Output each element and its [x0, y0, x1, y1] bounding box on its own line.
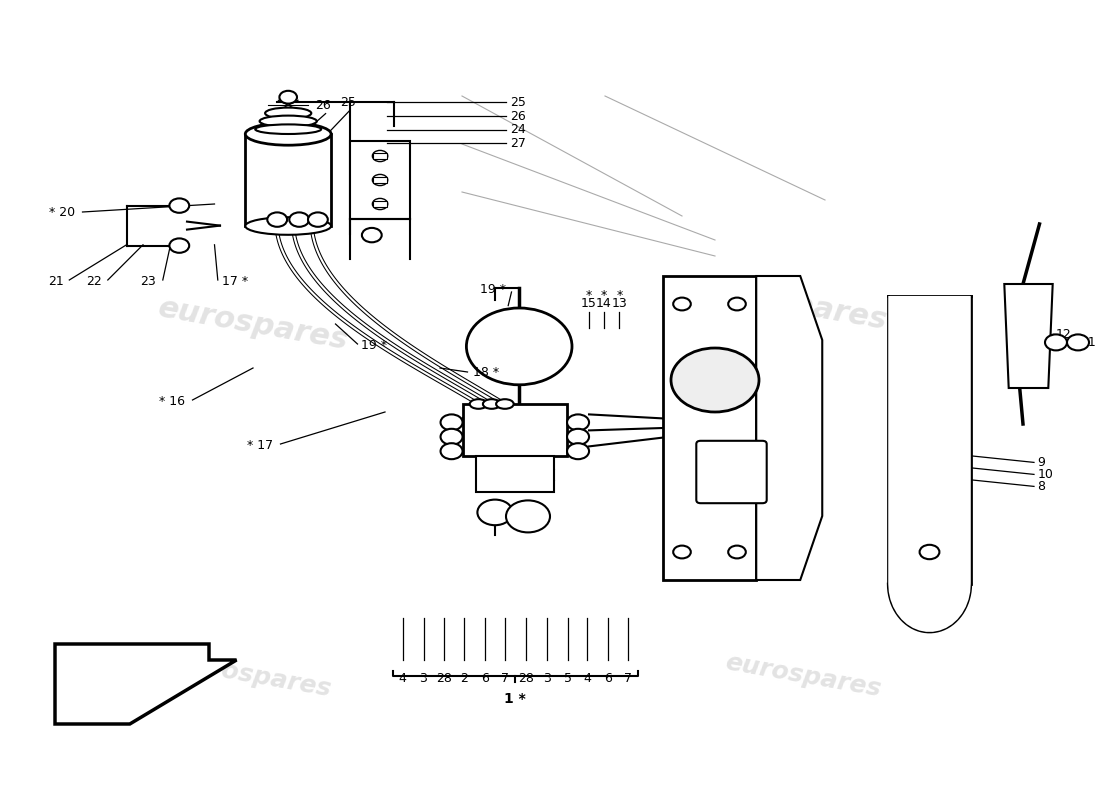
- Text: eurospares: eurospares: [723, 650, 883, 702]
- Text: 25: 25: [340, 96, 355, 109]
- Circle shape: [1067, 334, 1089, 350]
- Text: * 17: * 17: [246, 439, 273, 452]
- Text: * 20: * 20: [48, 206, 75, 218]
- Text: 28: 28: [437, 672, 452, 685]
- Bar: [374, 177, 387, 183]
- Text: 28: 28: [518, 672, 534, 685]
- Circle shape: [440, 443, 462, 459]
- Ellipse shape: [470, 399, 487, 409]
- Circle shape: [671, 348, 759, 412]
- Text: *: *: [585, 290, 592, 302]
- Text: 22: 22: [87, 275, 102, 288]
- Text: 4: 4: [583, 672, 592, 685]
- Text: 18 *: 18 *: [473, 366, 499, 378]
- Text: 24: 24: [510, 123, 526, 136]
- Text: 15: 15: [581, 298, 596, 310]
- Ellipse shape: [483, 399, 500, 409]
- Text: 17 *: 17 *: [222, 275, 249, 288]
- Text: eurospares: eurospares: [694, 273, 890, 335]
- Text: 1 *: 1 *: [504, 692, 526, 706]
- Text: 6: 6: [481, 672, 490, 685]
- Ellipse shape: [308, 212, 328, 227]
- Ellipse shape: [245, 218, 331, 235]
- Text: 8: 8: [1037, 480, 1045, 493]
- Text: 9: 9: [1037, 456, 1045, 469]
- Circle shape: [568, 443, 590, 459]
- Circle shape: [728, 298, 746, 310]
- Circle shape: [568, 414, 590, 430]
- Text: 19 *: 19 *: [361, 339, 387, 352]
- Circle shape: [506, 501, 550, 533]
- Polygon shape: [757, 276, 823, 580]
- Text: 27: 27: [510, 137, 526, 150]
- Circle shape: [568, 429, 590, 445]
- Circle shape: [372, 198, 387, 210]
- Text: 13: 13: [612, 298, 627, 310]
- Circle shape: [440, 429, 462, 445]
- FancyBboxPatch shape: [350, 141, 410, 219]
- Ellipse shape: [245, 122, 331, 146]
- Bar: [662, 276, 757, 580]
- Text: 5: 5: [563, 672, 572, 685]
- Ellipse shape: [260, 115, 317, 126]
- Circle shape: [673, 298, 691, 310]
- Text: 7: 7: [500, 672, 509, 685]
- Circle shape: [440, 414, 462, 430]
- Text: *: *: [616, 290, 623, 302]
- Circle shape: [920, 545, 939, 559]
- Text: 3: 3: [542, 672, 551, 685]
- Text: 25: 25: [510, 96, 526, 109]
- Circle shape: [477, 499, 513, 526]
- Text: 11: 11: [1080, 336, 1096, 349]
- Text: eurospares: eurospares: [155, 293, 351, 355]
- Ellipse shape: [267, 212, 287, 227]
- Text: 26: 26: [316, 99, 331, 112]
- Text: 12: 12: [1056, 328, 1071, 341]
- Bar: [374, 153, 387, 159]
- Text: 21: 21: [48, 275, 64, 288]
- Text: 26: 26: [510, 110, 526, 122]
- Ellipse shape: [289, 212, 309, 227]
- Polygon shape: [55, 644, 236, 724]
- Text: 14: 14: [596, 298, 612, 310]
- Circle shape: [279, 90, 297, 103]
- FancyBboxPatch shape: [696, 441, 767, 503]
- Polygon shape: [889, 296, 970, 632]
- Text: 10: 10: [1037, 468, 1053, 481]
- Circle shape: [372, 150, 387, 162]
- Circle shape: [1045, 334, 1067, 350]
- Text: 7: 7: [624, 672, 632, 685]
- Circle shape: [372, 174, 387, 186]
- Bar: [463, 404, 568, 456]
- Ellipse shape: [255, 124, 321, 134]
- Circle shape: [169, 238, 189, 253]
- Text: eurospares: eurospares: [173, 650, 333, 702]
- Circle shape: [362, 228, 382, 242]
- Circle shape: [169, 198, 189, 213]
- Circle shape: [466, 308, 572, 385]
- Text: 6: 6: [604, 672, 613, 685]
- Circle shape: [728, 546, 746, 558]
- Text: *: *: [601, 290, 607, 302]
- Polygon shape: [1004, 284, 1053, 388]
- Ellipse shape: [496, 399, 514, 409]
- Text: 19 *: 19 *: [480, 283, 506, 296]
- Bar: [374, 201, 387, 207]
- Bar: [475, 456, 554, 492]
- Text: 4: 4: [398, 672, 407, 685]
- Text: 23: 23: [141, 275, 156, 288]
- Text: 2: 2: [460, 672, 469, 685]
- Text: 3: 3: [419, 672, 428, 685]
- Ellipse shape: [265, 107, 311, 118]
- Text: * 16: * 16: [158, 395, 185, 408]
- Circle shape: [673, 546, 691, 558]
